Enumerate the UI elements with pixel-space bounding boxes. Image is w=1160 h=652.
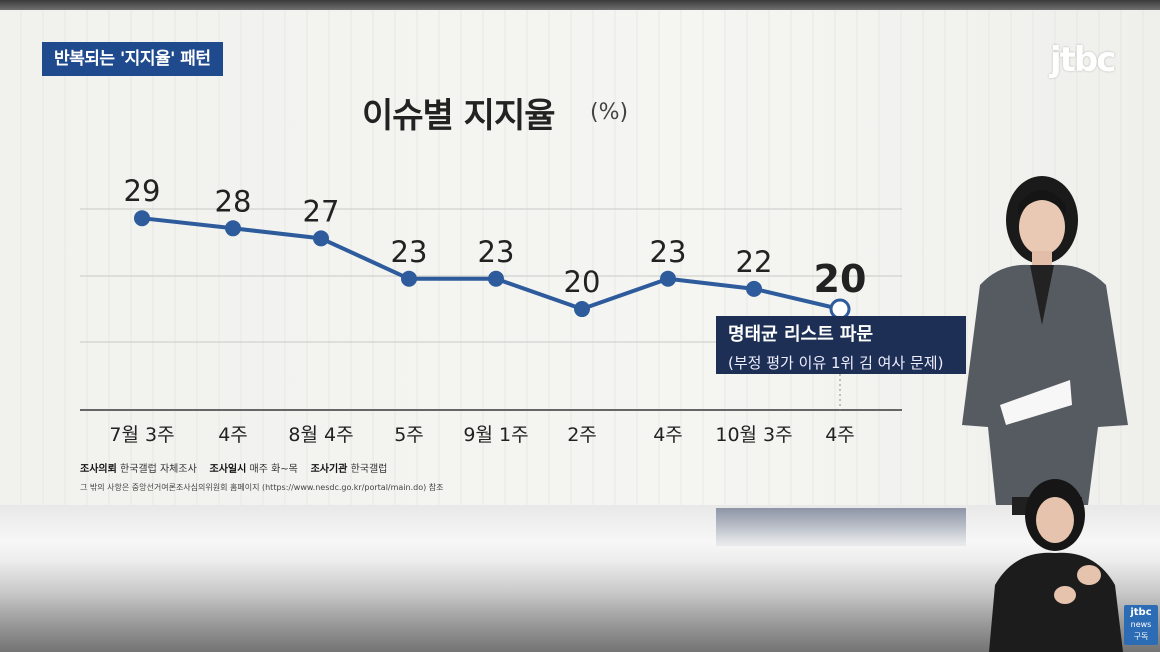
chart-unit: (%) [590,100,629,125]
data-label: 29 [124,174,161,208]
date-value: 매주 화~목 [249,464,298,475]
date-label: 조사일시 [209,464,247,475]
data-point [488,270,504,287]
data-label: 27 [303,194,340,228]
data-point [313,230,329,247]
data-point [574,301,590,318]
data-point [660,270,676,287]
x-tick-label: 5주 [394,424,424,446]
badge-subscribe: 구독 [1133,632,1149,641]
org-label: 조사기관 [310,464,348,475]
callout-reflection [716,508,966,546]
presenter [962,176,1128,515]
subscribe-badge[interactable]: jtbc news 구독 [1124,605,1158,645]
data-label: 20 [814,257,867,301]
jtbc-logo: jtbc [1050,40,1116,80]
client-label: 조사의뢰 [80,464,117,475]
callout-title: 명태균 리스트 파문 [728,324,874,345]
x-tick-label: 8월 4주 [288,424,353,446]
chart-title: 이슈별 지지율 [362,96,556,136]
x-tick-label: 7월 3주 [109,424,174,446]
data-point [134,210,150,227]
survey-info: 조사의뢰 한국갤럽 자체조사 조사일시 매주 화~목 조사기관 한국갤럽 [80,460,387,475]
x-tick-label: 9월 1주 [463,424,528,446]
data-label: 22 [736,245,773,279]
x-tick-label: 2주 [567,424,597,446]
x-tick-label: 10월 3주 [715,424,792,446]
callout-box: 명태균 리스트 파문 (부정 평가 이유 1위 김 여사 문제) [716,316,966,374]
floor-shadow [0,560,1160,652]
data-label: 20 [564,265,601,299]
data-label: 23 [391,235,428,269]
studio-floor [0,505,1160,652]
survey-note: 그 밖의 사항은 중앙선거여론조사심의위원회 홈페이지 (https://www… [80,483,444,492]
data-point [225,220,241,237]
callout-subtitle: (부정 평가 이유 1위 김 여사 문제) [728,354,944,372]
data-point [401,270,417,287]
topic-tag: 반복되는 '지지율' 패턴 [42,42,223,76]
badge-logo: jtbc [1130,607,1152,618]
data-label: 23 [478,235,515,269]
org-value: 한국갤럽 [350,464,388,475]
data-point [746,280,762,297]
badge-news: news [1130,620,1152,629]
x-tick-label: 4주 [825,424,855,446]
data-label: 28 [215,184,252,218]
x-tick-label: 4주 [218,424,248,446]
client-value: 한국갤럽 자체조사 [120,464,197,475]
sign-language-interpreter [989,479,1123,652]
x-tick-label: 4주 [653,424,683,446]
chart-board [0,10,1160,510]
data-label: 23 [650,235,687,269]
